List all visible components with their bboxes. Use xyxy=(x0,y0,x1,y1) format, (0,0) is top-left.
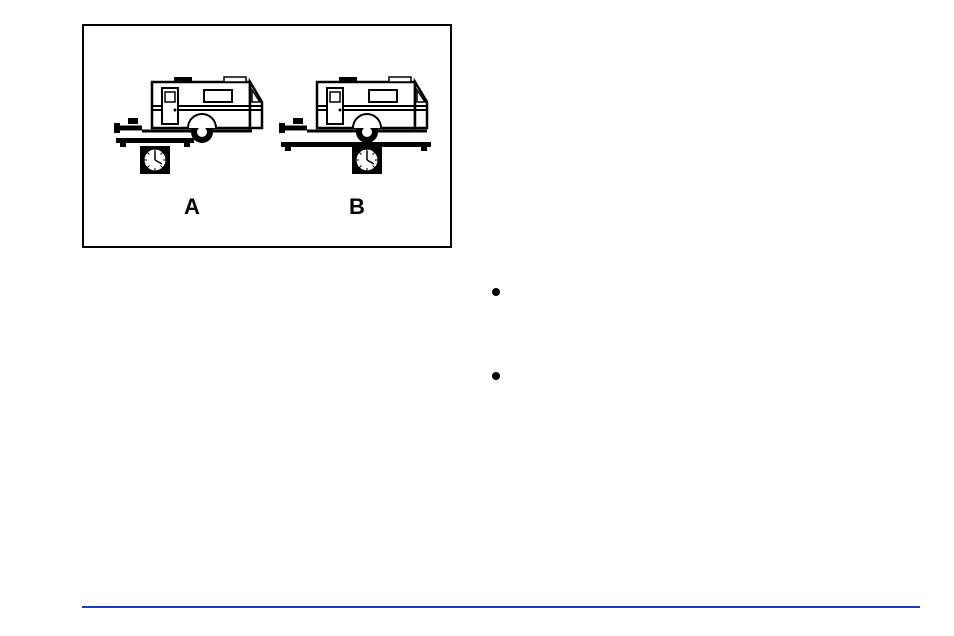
trailer-b-svg xyxy=(279,68,439,188)
bullet-2 xyxy=(492,372,500,380)
trailer-b-group xyxy=(279,68,439,193)
page: A B xyxy=(0,0,954,636)
footer-rule xyxy=(82,606,920,608)
figure-box: A B xyxy=(82,24,452,248)
trailer-a-svg xyxy=(114,68,264,188)
bullet-1 xyxy=(492,288,500,296)
label-a: A xyxy=(184,194,200,220)
trailer-a-group xyxy=(114,68,264,193)
label-b: B xyxy=(349,194,365,220)
